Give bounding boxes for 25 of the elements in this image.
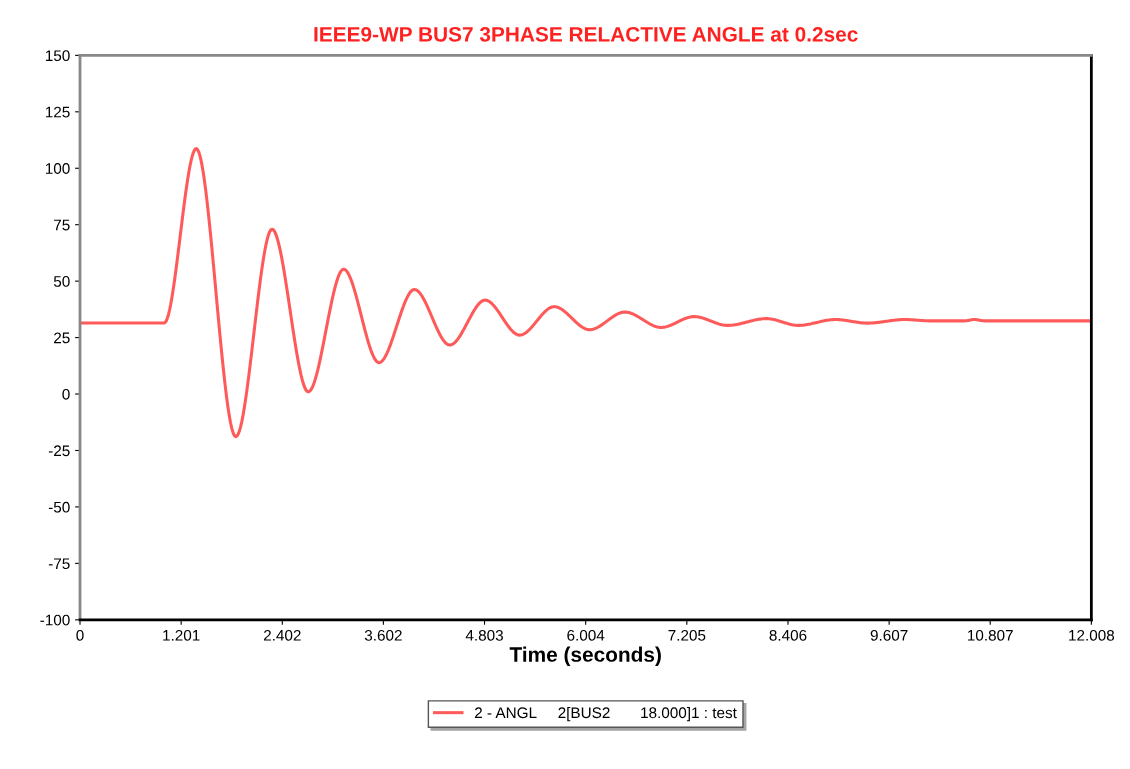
x-tick-label: 12.008	[1069, 629, 1115, 641]
x-axis-title: Time (seconds)	[509, 646, 661, 666]
y-tick-label: 150	[45, 50, 70, 62]
x-tick-label: 6.004	[567, 629, 605, 641]
y-tick-label: 50	[53, 276, 70, 287]
legend-label: 2 - ANGL 2[BUS2 18.000]1 : test	[474, 706, 737, 722]
x-tick-label: 3.602	[364, 629, 402, 641]
x-tick-label: 2.402	[263, 629, 301, 641]
y-tick-label: -100	[40, 614, 70, 626]
chart-title: IEEE9-WP BUS7 3PHASE RELACTIVE ANGLE at 0.2sec	[314, 26, 858, 42]
x-tick-label: 1.201	[163, 629, 200, 641]
y-tick-label: 75	[54, 219, 70, 231]
x-tick-label: 4.803	[465, 629, 503, 641]
x-tick-label: 7.205	[668, 629, 706, 641]
x-tick-label: 0	[76, 629, 84, 641]
y-tick-label: -75	[48, 558, 70, 570]
x-tick-label: 8.406	[769, 629, 807, 641]
y-tick-label: -25	[48, 445, 70, 457]
x-tick-label: 10.807	[968, 629, 1013, 641]
y-tick-label: 125	[45, 106, 70, 118]
y-tick-label: 100	[45, 163, 70, 174]
y-tick-label: 25	[54, 332, 70, 344]
y-tick-label: -50	[48, 501, 70, 513]
y-tick-label: 0	[62, 388, 70, 400]
x-tick-label: 9.607	[870, 629, 908, 641]
